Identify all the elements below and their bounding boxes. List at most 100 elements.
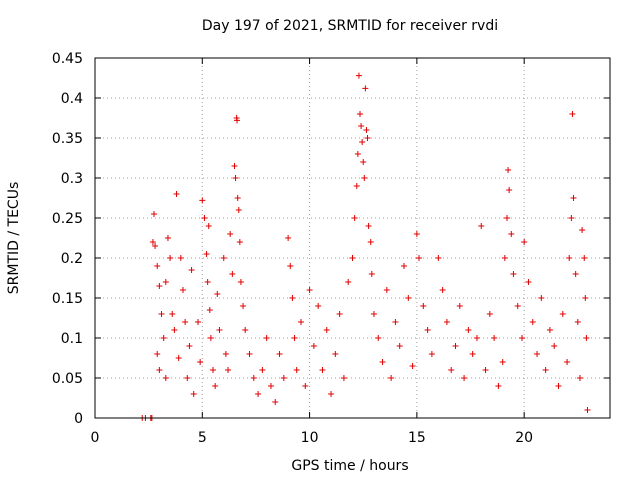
- data-point-plus-marker: [396, 343, 403, 349]
- data-point-plus-marker: [499, 359, 506, 365]
- data-point-plus-marker: [152, 243, 159, 249]
- y-tick-label: 0.35: [52, 131, 83, 147]
- x-tick-label: 0: [91, 430, 100, 446]
- data-point-plus-marker: [204, 279, 211, 285]
- data-point-plus-marker: [559, 311, 566, 317]
- data-point-plus-marker: [173, 191, 180, 197]
- data-point-plus-marker: [201, 215, 208, 221]
- data-points: [139, 72, 591, 421]
- grid: [95, 58, 610, 418]
- data-point-plus-marker: [538, 295, 545, 301]
- data-point-plus-marker: [525, 279, 532, 285]
- y-axis-title: SRMTID / TECUs: [6, 182, 22, 295]
- data-point-plus-marker: [234, 195, 241, 201]
- data-point-plus-marker: [162, 375, 169, 381]
- x-tick-label: 20: [515, 430, 533, 446]
- data-point-plus-marker: [169, 311, 176, 317]
- data-point-plus-marker: [259, 367, 266, 373]
- data-point-plus-marker: [232, 175, 239, 181]
- data-point-plus-marker: [443, 319, 450, 325]
- x-tick-label: 10: [301, 430, 319, 446]
- data-point-plus-marker: [220, 255, 227, 261]
- data-point-plus-marker: [345, 279, 352, 285]
- data-point-plus-marker: [482, 367, 489, 373]
- data-point-plus-marker: [551, 343, 558, 349]
- data-point-plus-marker: [413, 231, 420, 237]
- data-point-plus-marker: [362, 85, 369, 92]
- data-point-plus-marker: [566, 255, 573, 261]
- data-point-plus-marker: [368, 271, 375, 277]
- data-point-plus-marker: [164, 235, 171, 241]
- data-point-plus-marker: [379, 359, 386, 365]
- y-tick-label: 0.4: [61, 91, 83, 107]
- data-point-plus-marker: [358, 123, 365, 129]
- data-point-plus-marker: [506, 187, 513, 193]
- data-point-plus-marker: [212, 383, 219, 389]
- data-point-plus-marker: [357, 111, 364, 117]
- data-point-plus-marker: [365, 223, 372, 229]
- data-point-plus-marker: [364, 135, 371, 141]
- data-point-plus-marker: [452, 343, 459, 349]
- data-point-plus-marker: [231, 163, 238, 169]
- data-point-plus-marker: [401, 263, 407, 269]
- data-point-plus-marker: [448, 367, 455, 373]
- data-point-plus-marker: [521, 239, 528, 245]
- data-point-plus-marker: [569, 111, 576, 117]
- data-point-plus-marker: [505, 167, 512, 173]
- data-point-plus-marker: [225, 367, 232, 373]
- data-point-plus-marker: [222, 351, 229, 357]
- data-point-plus-marker: [510, 271, 517, 277]
- data-point-plus-marker: [420, 303, 427, 309]
- data-point-plus-marker: [250, 375, 257, 381]
- y-tick-label: 0.3: [61, 171, 83, 187]
- data-point-plus-marker: [205, 223, 212, 229]
- x-tick-label: 5: [198, 430, 207, 446]
- data-point-plus-marker: [508, 231, 515, 237]
- data-point-plus-marker: [349, 255, 356, 261]
- data-point-plus-marker: [439, 287, 446, 293]
- data-point-plus-marker: [363, 127, 370, 133]
- data-point-plus-marker: [319, 367, 326, 373]
- data-point-plus-marker: [255, 391, 262, 397]
- data-point-plus-marker: [182, 319, 189, 325]
- data-point-plus-marker: [583, 335, 590, 341]
- data-point-plus-marker: [315, 303, 322, 309]
- data-point-plus-marker: [340, 375, 347, 381]
- data-point-plus-marker: [367, 239, 374, 245]
- data-point-plus-marker: [486, 311, 493, 317]
- data-point-plus-marker: [151, 211, 158, 217]
- data-point-plus-marker: [203, 251, 210, 257]
- data-point-plus-marker: [289, 295, 296, 301]
- data-point-plus-marker: [473, 335, 480, 341]
- data-point-plus-marker: [156, 367, 163, 373]
- data-point-plus-marker: [355, 72, 362, 79]
- data-point-plus-marker: [206, 307, 213, 313]
- data-point-plus-marker: [495, 383, 502, 389]
- data-point-plus-marker: [291, 335, 298, 341]
- data-point-plus-marker: [276, 351, 283, 357]
- data-point-plus-marker: [461, 375, 468, 381]
- y-tick-label: 0.25: [52, 211, 83, 227]
- data-point-plus-marker: [388, 375, 395, 381]
- data-point-plus-marker: [229, 271, 236, 277]
- data-point-plus-marker: [336, 311, 343, 317]
- data-point-plus-marker: [175, 355, 182, 361]
- data-point-plus-marker: [332, 351, 339, 357]
- data-point-plus-marker: [236, 239, 243, 245]
- data-point-plus-marker: [582, 295, 589, 301]
- data-point-plus-marker: [579, 227, 586, 233]
- data-point-plus-marker: [246, 351, 253, 357]
- data-point-plus-marker: [359, 139, 366, 145]
- data-point-plus-marker: [370, 311, 377, 317]
- data-point-plus-marker: [572, 271, 579, 277]
- data-point-plus-marker: [361, 175, 368, 181]
- data-point-plus-marker: [167, 255, 174, 261]
- data-point-plus-marker: [323, 327, 330, 333]
- data-point-plus-marker: [416, 255, 423, 261]
- data-point-plus-marker: [240, 303, 247, 309]
- data-point-plus-marker: [154, 351, 161, 357]
- chart-title: Day 197 of 2021, SRMTID for receiver rvd…: [202, 18, 498, 34]
- data-point-plus-marker: [465, 327, 472, 333]
